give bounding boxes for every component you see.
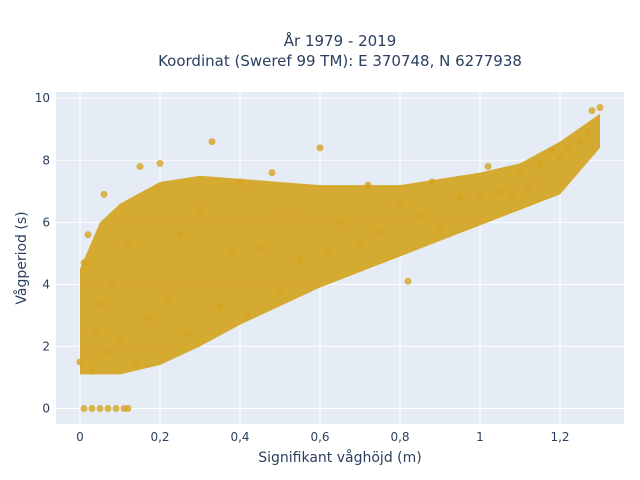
data-point (336, 218, 344, 226)
data-point (208, 138, 216, 146)
data-point (228, 249, 236, 257)
y-tick-label: 0 (42, 401, 50, 415)
data-point (396, 200, 404, 208)
y-tick-label: 10 (35, 91, 50, 105)
data-point (124, 240, 132, 248)
data-point (144, 315, 152, 323)
data-point (536, 159, 544, 167)
data-point (516, 169, 524, 177)
data-point (104, 404, 112, 412)
data-point (588, 107, 596, 115)
data-point (256, 243, 264, 251)
y-tick-label: 6 (42, 215, 50, 229)
data-point (296, 256, 304, 264)
data-point (364, 181, 372, 189)
x-tick-label: 0 (76, 430, 84, 444)
data-point (156, 159, 164, 167)
data-point (112, 404, 120, 412)
data-point (524, 181, 532, 189)
data-point (196, 206, 204, 214)
y-tick-label: 2 (42, 339, 50, 353)
tick-labels: 0 0,2 0,4 0,6 0,8 1 1,2 0 2 4 6 8 10 (35, 91, 570, 444)
data-point (508, 190, 516, 198)
data-point (284, 212, 292, 220)
data-point (80, 259, 88, 267)
data-point (496, 187, 504, 195)
data-point (548, 147, 556, 155)
data-point (376, 228, 384, 236)
data-point (428, 178, 436, 186)
y-tick-label: 4 (42, 277, 50, 291)
data-point (124, 404, 132, 412)
data-point (268, 169, 276, 177)
x-tick-label: 1 (476, 430, 484, 444)
data-point (80, 404, 88, 412)
data-point (564, 144, 572, 152)
data-point (184, 330, 192, 338)
data-point (176, 231, 184, 239)
y-axis-title: Vågperiod (s) (13, 211, 30, 304)
chart-title: År 1979 - 2019 (284, 31, 397, 50)
data-point (244, 311, 252, 319)
data-point (404, 277, 412, 285)
y-tick-label: 8 (42, 153, 50, 167)
data-point (456, 193, 464, 201)
data-point (84, 231, 92, 239)
x-axis-title: Signifikant våghöjd (m) (258, 449, 421, 466)
data-point (476, 190, 484, 198)
data-point (96, 404, 104, 412)
data-point (324, 249, 332, 257)
data-points (76, 104, 604, 412)
data-point (236, 178, 244, 186)
chart-subtitle: Koordinat (Sweref 99 TM): E 370748, N 62… (158, 52, 522, 70)
data-point (436, 221, 444, 229)
x-tick-label: 1,2 (550, 430, 569, 444)
data-point (104, 349, 112, 357)
data-point (576, 138, 584, 146)
data-point (108, 277, 116, 285)
data-point (76, 358, 84, 366)
x-tick-label: 0,8 (390, 430, 409, 444)
data-point (116, 336, 124, 344)
point-cloud-band (80, 113, 600, 375)
data-point (416, 212, 424, 220)
data-point (96, 299, 104, 307)
data-point (276, 287, 284, 295)
data-point (556, 153, 564, 161)
data-point (316, 144, 324, 152)
data-point (356, 240, 364, 248)
x-tick-label: 0,4 (230, 430, 249, 444)
data-point (596, 104, 604, 112)
data-point (164, 293, 172, 301)
x-tick-label: 0,2 (150, 430, 169, 444)
data-point (216, 302, 224, 310)
data-point (136, 162, 144, 170)
data-point (88, 367, 96, 375)
x-tick-label: 0,6 (310, 430, 329, 444)
data-point (92, 327, 100, 335)
data-point (584, 128, 592, 136)
data-point (484, 162, 492, 170)
data-point (88, 404, 96, 412)
data-point (100, 190, 108, 198)
data-point (132, 358, 140, 366)
